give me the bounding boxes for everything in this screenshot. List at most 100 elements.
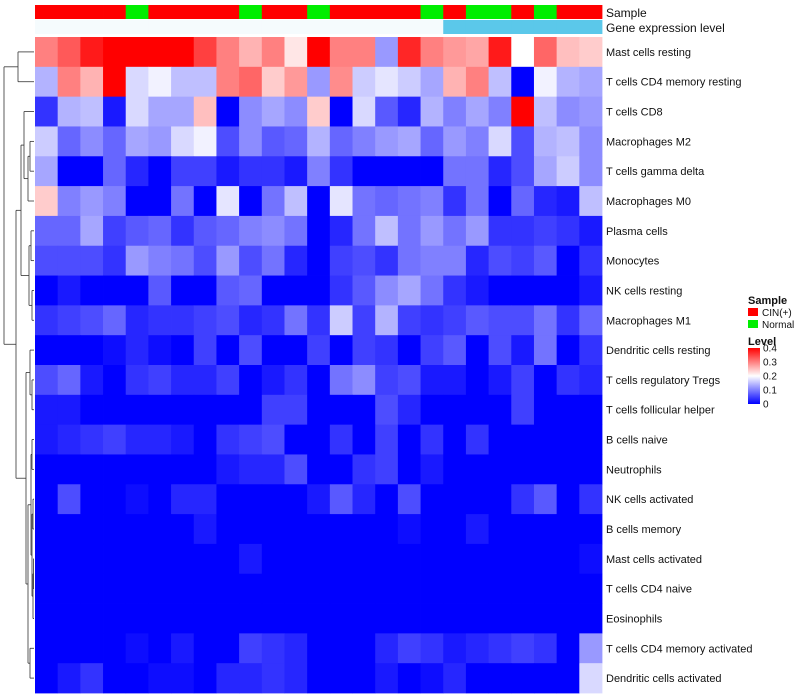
heatmap-cell	[465, 484, 489, 515]
heatmap-cell	[148, 424, 172, 455]
gene-expression-annotation-cell	[511, 20, 535, 34]
heatmap-cell	[239, 126, 263, 157]
heatmap-cell	[307, 96, 331, 127]
sample-annotation-cell	[284, 5, 308, 19]
heatmap-cell	[284, 245, 308, 276]
heatmap-cell	[352, 66, 376, 98]
sample-annotation-cell	[329, 5, 353, 19]
heatmap-cell	[57, 245, 81, 276]
heatmap-cell	[193, 365, 217, 396]
gene-expression-annotation-cell	[488, 20, 512, 34]
heatmap-cell	[80, 573, 104, 604]
heatmap-cell	[80, 663, 104, 694]
heatmap-cell	[239, 514, 263, 545]
heatmap-cell	[148, 335, 172, 366]
heatmap-cell	[171, 156, 195, 187]
legend-tick-label: 0	[763, 400, 769, 411]
heatmap-cell	[397, 365, 421, 396]
heatmap-cell	[488, 424, 512, 455]
heatmap-cell	[533, 394, 558, 426]
heatmap-cell	[125, 335, 149, 366]
heatmap-cell	[488, 633, 512, 664]
heatmap-cell	[171, 245, 195, 276]
heatmap-cell	[352, 305, 376, 336]
heatmap-cell	[465, 215, 489, 247]
gene-expression-annotation-cell	[307, 20, 331, 34]
heatmap-cell	[329, 514, 353, 545]
heatmap-cell	[216, 215, 240, 247]
legend-swatch-normal	[748, 320, 758, 328]
heatmap-cell	[352, 37, 376, 68]
heatmap-cell	[420, 37, 444, 68]
heatmap-cell	[465, 186, 489, 217]
heatmap-cell	[329, 573, 353, 604]
heatmap-cell	[352, 484, 376, 515]
heatmap-cell	[148, 245, 172, 276]
heatmap-cell	[171, 186, 195, 217]
heatmap-cell	[103, 573, 127, 604]
heatmap-cell	[533, 424, 558, 455]
gene-expression-annotation-cell	[397, 20, 421, 34]
heatmap-cell	[261, 96, 285, 127]
row-label: T cells follicular helper	[606, 405, 715, 417]
heatmap-cell	[420, 663, 444, 694]
row-label: T cells gamma delta	[606, 166, 705, 178]
heatmap-cell	[488, 66, 512, 98]
heatmap-cell	[35, 543, 59, 575]
heatmap-cell	[307, 514, 331, 545]
heatmap-cell	[193, 245, 217, 276]
heatmap-cell	[284, 603, 308, 634]
heatmap-cell	[103, 663, 127, 694]
sample-annotation-cell	[125, 5, 149, 19]
heatmap-cell	[511, 215, 535, 247]
heatmap-cell	[216, 335, 240, 366]
heatmap-cell	[35, 305, 59, 336]
heatmap-cell	[533, 454, 558, 485]
heatmap-cell	[307, 245, 331, 276]
heatmap-cell	[511, 424, 535, 455]
heatmap-cell	[533, 37, 558, 68]
heatmap-cell	[420, 633, 444, 664]
heatmap-cell	[35, 37, 59, 68]
heatmap-cell	[420, 335, 444, 366]
heatmap-cell	[375, 186, 399, 217]
heatmap-cell	[80, 215, 104, 247]
heatmap-cell	[420, 573, 444, 604]
heatmap-cell	[307, 156, 331, 187]
heatmap-cell	[193, 424, 217, 455]
heatmap-cell	[307, 633, 331, 664]
heatmap-cell	[193, 603, 217, 634]
heatmap-cell	[375, 245, 399, 276]
heatmap-cell	[329, 37, 353, 68]
heatmap-cell	[533, 305, 558, 336]
heatmap-cell	[579, 394, 603, 426]
heatmap-cell	[284, 424, 308, 455]
heatmap-cell	[352, 126, 376, 157]
heatmap-cell	[125, 514, 149, 545]
heatmap-cell	[397, 484, 421, 515]
heatmap-cell	[193, 96, 217, 127]
heatmap-cell	[329, 156, 353, 187]
heatmap-cell	[103, 156, 127, 187]
heatmap-cell	[193, 186, 217, 217]
heatmap-cell	[397, 66, 421, 98]
heatmap-cell	[216, 394, 240, 426]
sample-annotation-cell	[375, 5, 399, 19]
heatmap-cell	[148, 37, 172, 68]
heatmap-cell	[329, 186, 353, 217]
heatmap-cell	[148, 543, 172, 575]
heatmap-cell	[488, 394, 512, 426]
heatmap-cell	[57, 394, 81, 426]
heatmap-cell	[511, 305, 535, 336]
heatmap-cell	[284, 156, 308, 187]
heatmap-cell	[352, 186, 376, 217]
heatmap-cell	[329, 663, 353, 694]
heatmap-cell	[511, 275, 535, 306]
heatmap-cell	[80, 37, 104, 68]
heatmap-cell	[375, 573, 399, 604]
heatmap-cell	[125, 156, 149, 187]
heatmap-cell	[420, 394, 444, 426]
heatmap-cell	[443, 454, 467, 485]
heatmap-cell	[57, 305, 81, 336]
